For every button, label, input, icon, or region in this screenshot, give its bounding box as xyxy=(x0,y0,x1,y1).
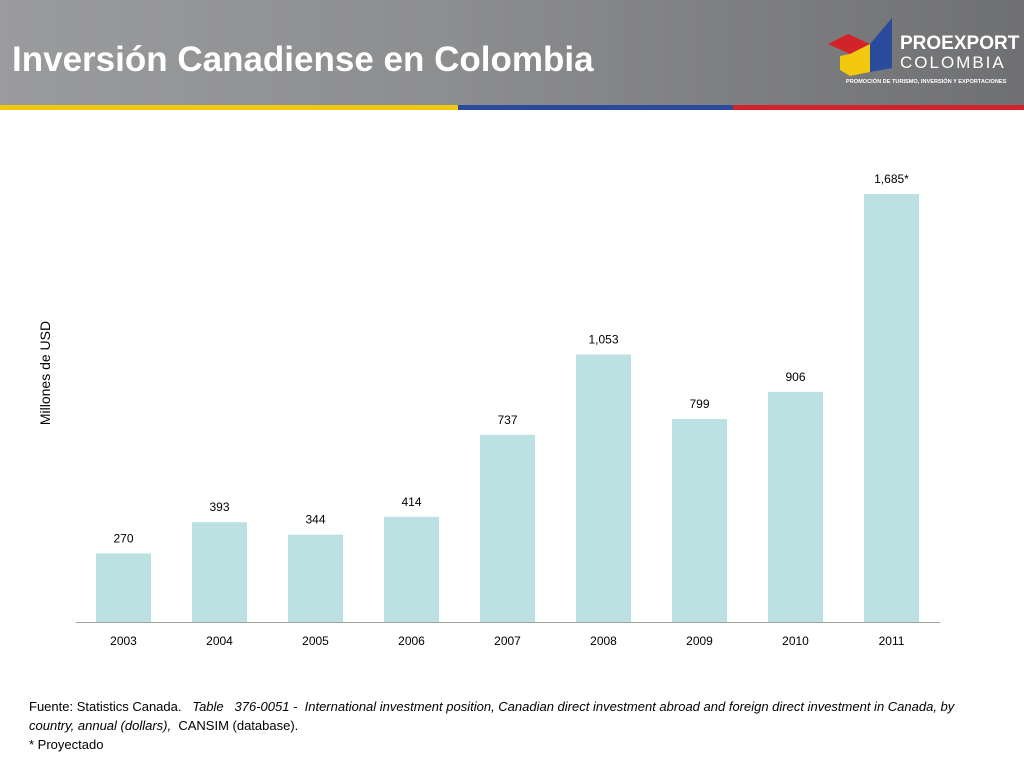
bar-2004 xyxy=(192,522,247,622)
data-label-2008: 1,053 xyxy=(588,333,618,347)
logo-tagline: PROMOCIÓN DE TURISMO, INVERSIÓN Y EXPORT… xyxy=(846,79,1007,85)
bar-2003 xyxy=(96,553,151,622)
bar-2005 xyxy=(288,534,343,622)
data-label-2003: 270 xyxy=(113,531,133,545)
logo-brand-line1: PROEXPORT xyxy=(900,33,1020,54)
source-note: Fuente: Statistics Canada. Table 376-005… xyxy=(29,697,989,754)
source-prefix: Fuente: Statistics Canada. xyxy=(29,699,182,714)
x-tick-label-2011: 2011 xyxy=(879,634,905,648)
bar-2006 xyxy=(384,516,439,622)
logo-brand-line2: COLOMBIA xyxy=(900,53,1006,72)
data-label-2005: 344 xyxy=(305,513,325,527)
data-label-2007: 737 xyxy=(497,413,517,427)
source-table-label: Table xyxy=(192,699,224,714)
bar-2007 xyxy=(480,434,535,622)
data-label-2010: 906 xyxy=(785,370,805,384)
data-label-2009: 799 xyxy=(689,397,709,411)
stripe-red xyxy=(733,105,1024,110)
footnote-projected: * Proyectado xyxy=(29,737,104,752)
bar-2008 xyxy=(576,354,631,622)
bar-2011 xyxy=(864,194,919,622)
x-tick-label-2006: 2006 xyxy=(398,634,425,648)
x-tick-label-2004: 2004 xyxy=(206,634,233,648)
proexport-logo: PROEXPORT COLOMBIA PROMOCIÓN DE TURISMO,… xyxy=(826,16,1019,92)
source-table-ref: 376-0051 - xyxy=(234,699,298,714)
bar-chart: 270 2003 393 2004 344 2005 414 2006 737 2007 1,053… xyxy=(76,172,940,648)
x-tick-label-2008: 2008 xyxy=(590,634,617,648)
x-tick-label-2007: 2007 xyxy=(494,634,521,648)
source-table-title: International investment position, Canad… xyxy=(29,699,955,733)
header-banner: Inversión Canadiense en Colombia PROEXPO… xyxy=(0,0,1024,105)
bar-2009 xyxy=(672,419,727,622)
x-tick-label-2010: 2010 xyxy=(782,634,809,648)
x-tick-label-2003: 2003 xyxy=(110,634,137,648)
data-label-2011: 1,685* xyxy=(874,172,909,186)
data-label-2004: 393 xyxy=(209,500,229,514)
logo-cube-icon xyxy=(828,18,892,76)
x-tick-label-2009: 2009 xyxy=(686,634,713,648)
stripe-yellow xyxy=(0,105,458,110)
x-tick-label-2005: 2005 xyxy=(302,634,329,648)
stripe-blue xyxy=(458,105,733,110)
page-title: Inversión Canadiense en Colombia xyxy=(12,40,594,79)
bar-2010 xyxy=(768,391,823,622)
data-label-2006: 414 xyxy=(401,495,421,509)
source-suffix: CANSIM (database). xyxy=(178,718,299,733)
